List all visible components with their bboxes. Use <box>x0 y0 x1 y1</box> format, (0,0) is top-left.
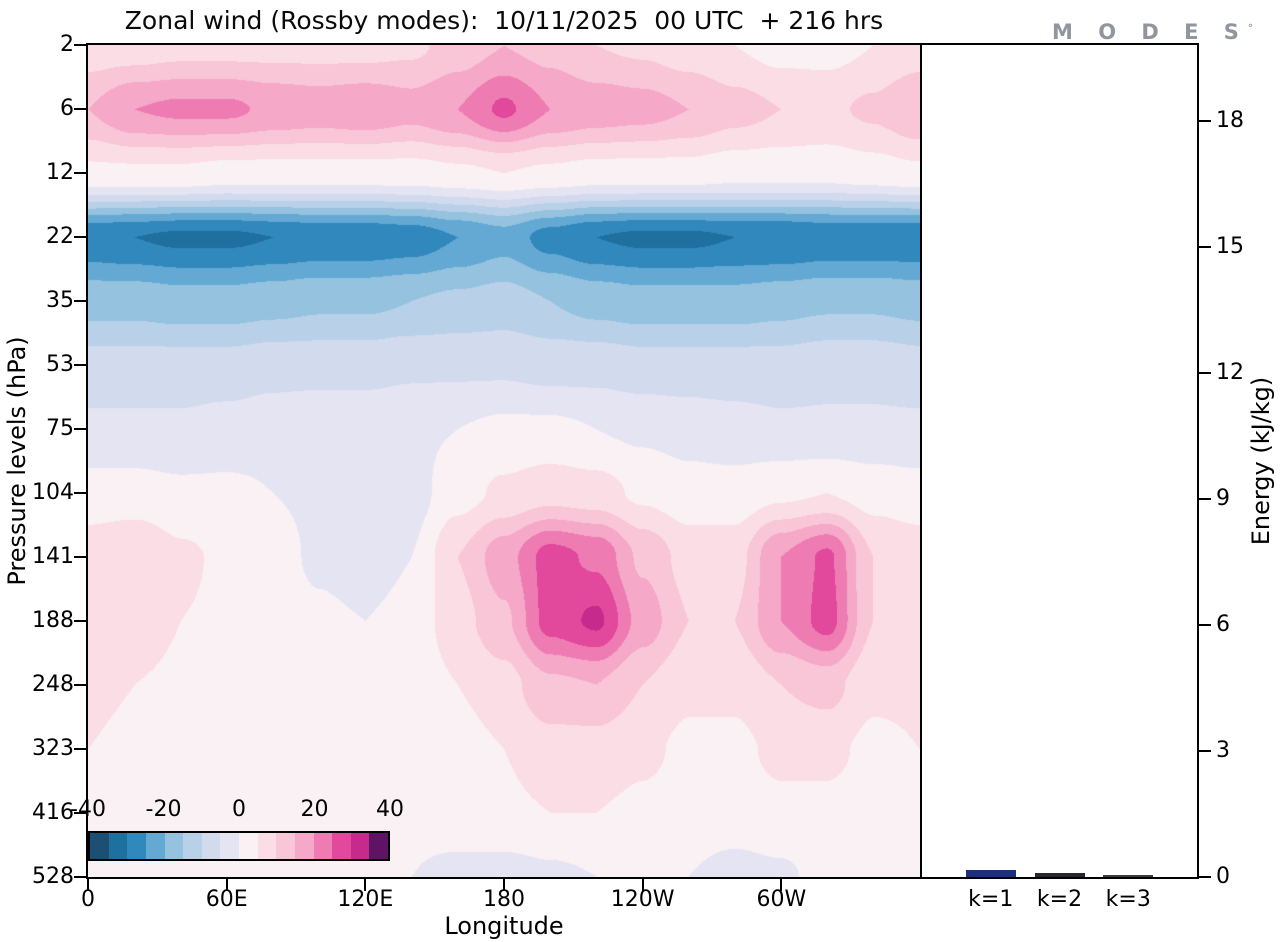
colorbar-swatch <box>350 833 370 859</box>
y-tick-label: 35 <box>46 288 74 313</box>
y-tick-label: 22 <box>46 224 74 249</box>
colorbar-swatch <box>276 833 295 859</box>
y-tick-label: 75 <box>46 416 74 441</box>
energy-tick <box>1199 497 1211 500</box>
energy-panel <box>920 43 1199 879</box>
colorbar-swatch <box>145 833 165 859</box>
colorbar-swatch <box>201 833 221 859</box>
x-tick-label: 120E <box>337 887 394 912</box>
y-tick <box>74 748 86 750</box>
x-tick-label: 60E <box>205 887 248 912</box>
y-tick <box>74 812 86 814</box>
energy-bar <box>1034 873 1085 877</box>
energy-tick <box>1199 119 1211 122</box>
y-tick-label: 416 <box>32 800 74 825</box>
y-tick <box>74 876 86 878</box>
y-tick <box>74 172 86 174</box>
x-tick-label: 120W <box>610 887 675 912</box>
y-tick-label: 53 <box>46 352 74 377</box>
x-tick <box>503 879 505 891</box>
y-tick <box>74 236 86 238</box>
colorbar-swatch <box>183 833 202 859</box>
energy-axis-title: Energy (kJ/kg) <box>1247 376 1275 546</box>
x-axis-title: Longitude <box>444 912 564 940</box>
colorbar-swatch <box>294 833 314 859</box>
chart-title: Zonal wind (Rossby modes): 10/11/2025 00… <box>124 6 884 35</box>
modes-logo: M O D E S° <box>1052 20 1253 44</box>
y-tick <box>74 684 86 686</box>
modes-logo-mark: ° <box>1247 23 1253 34</box>
energy-tick <box>1199 876 1211 878</box>
colorbar-swatch <box>127 833 146 859</box>
energy-bar-label: k=2 <box>1036 887 1083 912</box>
colorbar <box>88 831 390 861</box>
colorbar-swatch <box>239 833 258 859</box>
colorbar-tick-label: -40 <box>70 797 106 822</box>
energy-tick <box>1199 623 1211 626</box>
colorbar-tick-label: -20 <box>145 797 182 822</box>
modes-logo-text: M O D E S <box>1052 20 1248 44</box>
colorbar-tick-label: 40 <box>376 797 404 822</box>
colorbar-swatch <box>90 833 109 859</box>
energy-bar-label: k=3 <box>1105 887 1151 912</box>
y-tick <box>74 364 86 366</box>
energy-bar <box>1103 875 1154 877</box>
x-tick-label: 0 <box>81 887 95 912</box>
y-tick-label: 2 <box>60 32 74 57</box>
y-tick-label: 141 <box>32 544 74 569</box>
y-tick-label: 528 <box>32 864 74 889</box>
colorbar-swatch <box>108 833 128 859</box>
colorbar-swatch <box>332 833 351 859</box>
y-tick <box>74 108 86 110</box>
colorbar-swatch <box>257 833 277 859</box>
y-tick-label: 104 <box>32 480 74 505</box>
energy-tick-label: 12 <box>1216 359 1244 385</box>
y-tick <box>74 428 86 430</box>
energy-tick-label: 0 <box>1216 864 1230 889</box>
energy-tick-label: 3 <box>1216 737 1230 763</box>
colorbar-tick-label: 20 <box>300 797 329 822</box>
y-tick-label: 248 <box>32 672 74 697</box>
energy-tick-label: 15 <box>1216 233 1244 259</box>
y-tick <box>74 300 86 302</box>
colorbar-tick-label: 0 <box>232 797 246 822</box>
energy-tick <box>1199 245 1211 248</box>
y-tick-label: 323 <box>32 736 74 761</box>
x-tick <box>364 879 367 891</box>
energy-tick-label: 9 <box>1216 485 1230 511</box>
y-tick <box>74 492 86 494</box>
colorbar-swatch <box>369 833 388 859</box>
colorbar-swatch <box>220 833 239 859</box>
x-tick-label: 60W <box>756 887 807 912</box>
colorbar-swatch <box>313 833 333 859</box>
energy-tick <box>1199 371 1211 374</box>
y-tick-label: 12 <box>46 160 74 185</box>
contour-plot-canvas <box>88 45 920 877</box>
y-tick <box>74 620 86 622</box>
y-tick <box>74 556 86 558</box>
x-tick <box>87 879 89 891</box>
x-tick-label: 180 <box>483 887 525 912</box>
energy-tick <box>1199 749 1211 752</box>
energy-tick-label: 18 <box>1216 107 1244 133</box>
colorbar-swatch <box>164 833 184 859</box>
y-tick-label: 188 <box>32 608 74 633</box>
x-tick <box>225 879 228 891</box>
y-tick-label: 6 <box>60 96 74 121</box>
energy-bar-label: k=1 <box>968 887 1014 912</box>
energy-bar <box>965 870 1016 877</box>
y-tick <box>74 44 86 46</box>
x-tick <box>641 879 644 891</box>
energy-tick-label: 6 <box>1216 611 1230 637</box>
x-tick <box>780 879 783 891</box>
